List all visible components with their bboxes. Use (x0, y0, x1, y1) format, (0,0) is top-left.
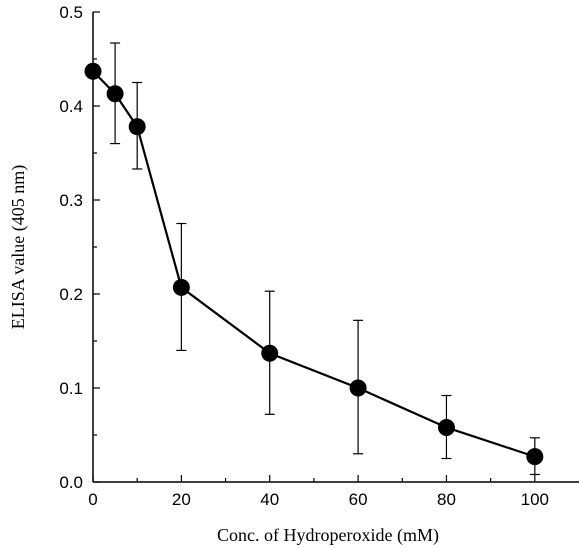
data-point (261, 344, 279, 362)
data-points (84, 62, 544, 466)
x-axis-title: Conc. of Hydroperoxide (mM) (217, 525, 439, 546)
x-tick-label: 0 (88, 490, 97, 509)
series-line (92, 70, 536, 458)
data-point (437, 418, 455, 436)
y-tick-label: 0.1 (59, 379, 83, 398)
y-tick-label: 0.4 (59, 97, 83, 116)
x-tick-label: 20 (172, 490, 191, 509)
x-tick-label: 100 (521, 490, 549, 509)
y-axis-title: ELISA value (405 nm) (8, 165, 29, 329)
x-tick-label: 80 (437, 490, 456, 509)
data-point (172, 278, 190, 296)
y-tick-label: 0.2 (59, 285, 83, 304)
x-tick-label: 60 (349, 490, 368, 509)
y-tick-label: 0.0 (59, 473, 83, 492)
series-group (92, 70, 536, 458)
data-point (128, 118, 146, 136)
ticks (92, 11, 536, 483)
data-point (106, 85, 124, 103)
y-tick-label: 0.5 (59, 3, 83, 22)
tick-labels: 0 20 40 60 80 100 0.0 0.1 0.2 0.3 0.4 0.5 (59, 3, 549, 509)
axes (92, 12, 579, 483)
data-point (349, 379, 367, 397)
y-tick-label: 0.3 (59, 191, 83, 210)
x-tick-label: 40 (260, 490, 279, 509)
data-point (526, 448, 544, 466)
data-point (84, 62, 102, 80)
